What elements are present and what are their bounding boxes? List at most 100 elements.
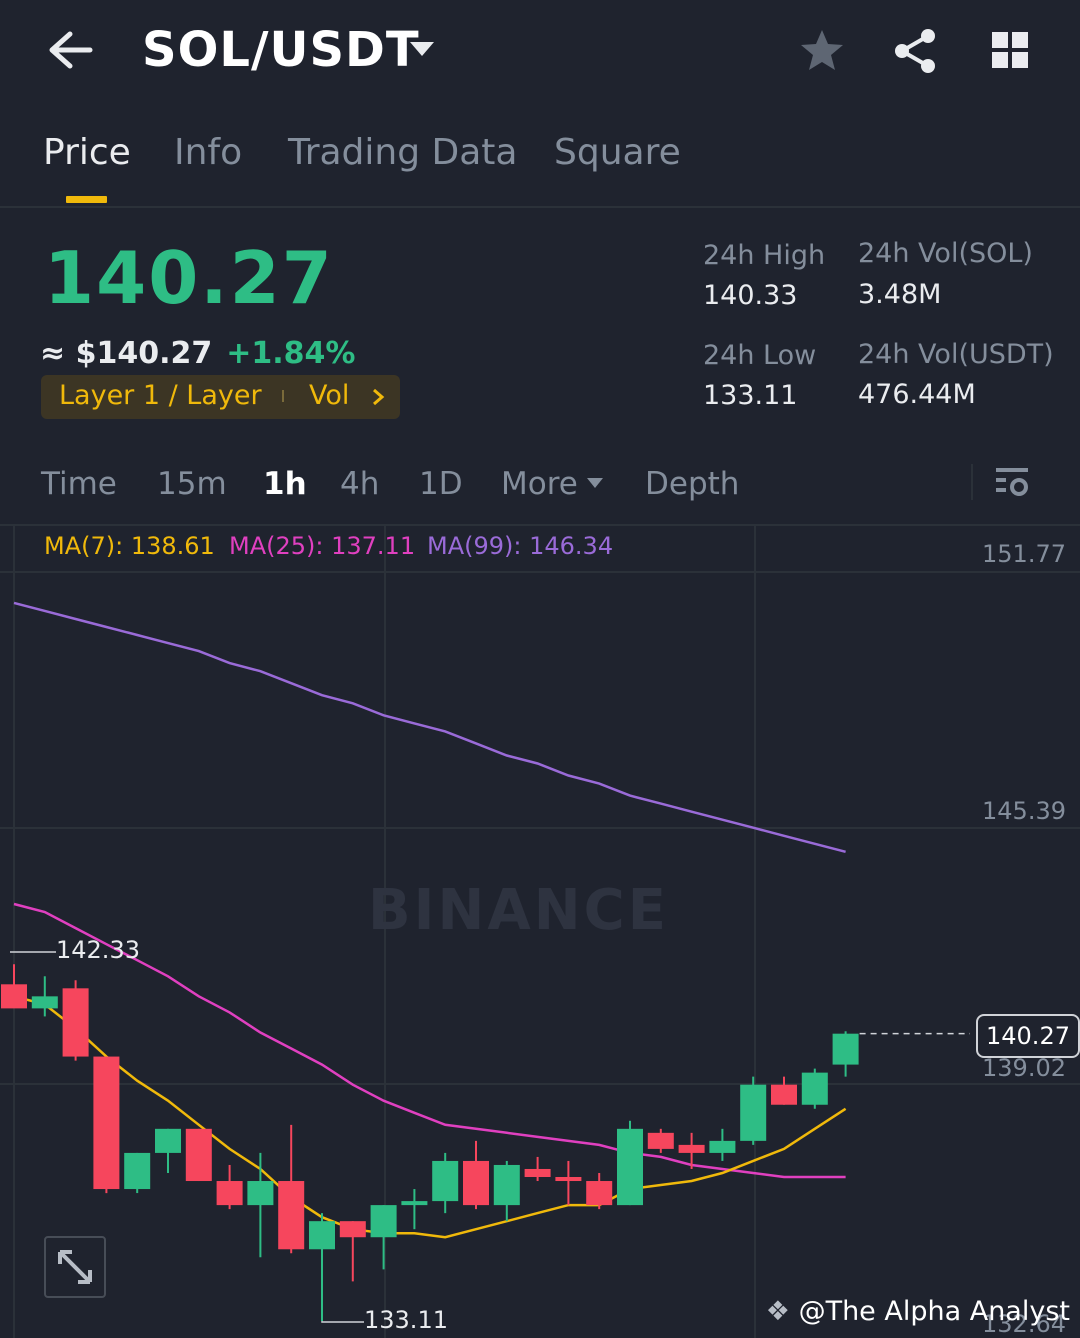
low-label: 24h Low xyxy=(703,340,817,371)
candle xyxy=(801,1068,828,1109)
candle-body xyxy=(31,996,58,1009)
caret-down-icon[interactable] xyxy=(408,40,436,58)
ma7-legend: MA(7): 138.61 xyxy=(44,532,215,560)
candlestick-chart[interactable] xyxy=(0,526,1080,1338)
candle xyxy=(124,1152,151,1194)
fiat-price: ≈ $140.27 xyxy=(40,336,213,371)
price-axis-low: 139.02 xyxy=(982,1054,1066,1082)
vol-sol-label: 24h Vol(SOL) xyxy=(858,238,1033,269)
candle-body xyxy=(647,1132,674,1149)
candle xyxy=(432,1152,459,1214)
share-icon[interactable] xyxy=(892,28,938,74)
pair-title[interactable]: SOL/USDT xyxy=(142,22,420,78)
candle-body xyxy=(278,1181,305,1250)
interval-4h[interactable]: 4h xyxy=(340,466,380,502)
candle xyxy=(247,1152,274,1258)
candle-body xyxy=(432,1160,459,1202)
ma25-line xyxy=(13,902,846,1179)
low-value: 133.11 xyxy=(703,380,798,411)
arrow-left-icon[interactable] xyxy=(46,30,94,70)
price-change: +1.84% xyxy=(226,336,356,371)
candle xyxy=(93,1056,120,1194)
candle xyxy=(309,1213,335,1322)
price-axis-bottom: 132.64 xyxy=(982,1310,1066,1338)
candle xyxy=(709,1128,736,1161)
candle-body xyxy=(678,1144,705,1153)
candle-body xyxy=(185,1128,212,1182)
candle-body xyxy=(93,1056,120,1190)
more-caret-icon[interactable] xyxy=(586,477,604,489)
star-icon[interactable] xyxy=(800,28,844,72)
candle-body xyxy=(555,1177,582,1182)
candle-body xyxy=(216,1181,243,1206)
candle-body xyxy=(370,1205,397,1238)
candle xyxy=(185,1128,212,1182)
candle-body xyxy=(339,1221,366,1238)
candle xyxy=(31,976,58,1017)
category-tag[interactable]: Layer 1 / Layer Vol xyxy=(41,375,400,419)
interval-time[interactable]: Time xyxy=(41,466,117,502)
binance-watermark: BINANCE xyxy=(368,878,669,943)
high-label: 24h High xyxy=(703,240,826,271)
candle-body xyxy=(124,1152,151,1190)
candle xyxy=(647,1128,674,1153)
candle xyxy=(62,980,89,1061)
tag-vol: Vol xyxy=(309,380,350,411)
current-price-marker: 140.27 xyxy=(976,1014,1080,1058)
candle xyxy=(586,1172,613,1210)
candle xyxy=(1,964,27,1009)
candle-body xyxy=(493,1164,520,1206)
ma99-line xyxy=(13,601,846,854)
tab-price[interactable]: Price xyxy=(43,132,131,173)
interval-more[interactable]: More xyxy=(501,466,578,502)
candle xyxy=(216,1164,243,1210)
candle xyxy=(278,1124,305,1254)
tab-square[interactable]: Square xyxy=(554,132,681,173)
vol-sol-value: 3.48M xyxy=(858,279,942,310)
credit-logo-icon: ❖ xyxy=(765,1296,790,1327)
fullscreen-button[interactable] xyxy=(44,1236,106,1298)
candle xyxy=(555,1160,582,1206)
candle-body xyxy=(586,1181,613,1206)
ma7-line xyxy=(13,995,847,1239)
candle-body xyxy=(617,1128,643,1206)
credit-text: @The Alpha Analyst xyxy=(798,1296,1070,1327)
grid-icon[interactable] xyxy=(990,30,1032,72)
last-price: 140.27 xyxy=(44,236,334,320)
candle-body xyxy=(771,1084,797,1105)
high-annotation: 142.33 xyxy=(56,936,140,964)
candles xyxy=(1,964,859,1322)
tab-trading-data[interactable]: Trading Data xyxy=(288,132,518,173)
tag-label: Layer 1 / Layer xyxy=(59,380,262,411)
interval-1d[interactable]: 1D xyxy=(419,466,463,502)
candle-body xyxy=(247,1181,274,1206)
interval-depth[interactable]: Depth xyxy=(645,466,740,502)
high-value: 140.33 xyxy=(703,280,798,311)
fiat-price-row: ≈ $140.27 +1.84% xyxy=(40,336,355,371)
candle xyxy=(678,1132,705,1169)
vol-usdt-value: 476.44M xyxy=(858,379,976,410)
candle xyxy=(740,1076,767,1145)
candle-body xyxy=(524,1168,551,1178)
candle xyxy=(832,1031,859,1077)
credit-watermark: ❖ @The Alpha Analyst xyxy=(766,1296,1070,1327)
candle xyxy=(339,1221,366,1282)
tab-info[interactable]: Info xyxy=(174,132,243,173)
interval-15m[interactable]: 15m xyxy=(157,466,227,502)
candle-body xyxy=(309,1221,335,1250)
vol-usdt-label: 24h Vol(USDT) xyxy=(858,339,1054,370)
candle-body xyxy=(801,1072,828,1105)
interval-bar: Time 15m 1h 4h 1D More Depth xyxy=(0,450,1080,526)
candle xyxy=(771,1076,797,1105)
candle-body xyxy=(709,1140,736,1153)
price-axis-top: 151.77 xyxy=(982,540,1066,568)
candle-body xyxy=(155,1128,181,1153)
ma99-legend: MA(99): 146.34 xyxy=(427,532,614,560)
candle-body xyxy=(740,1084,767,1141)
chart-settings-icon[interactable] xyxy=(994,464,1032,502)
expand-icon xyxy=(58,1250,92,1284)
candle xyxy=(617,1120,643,1206)
candle xyxy=(463,1140,489,1210)
interval-1h[interactable]: 1h xyxy=(263,466,307,502)
candle xyxy=(493,1160,520,1222)
